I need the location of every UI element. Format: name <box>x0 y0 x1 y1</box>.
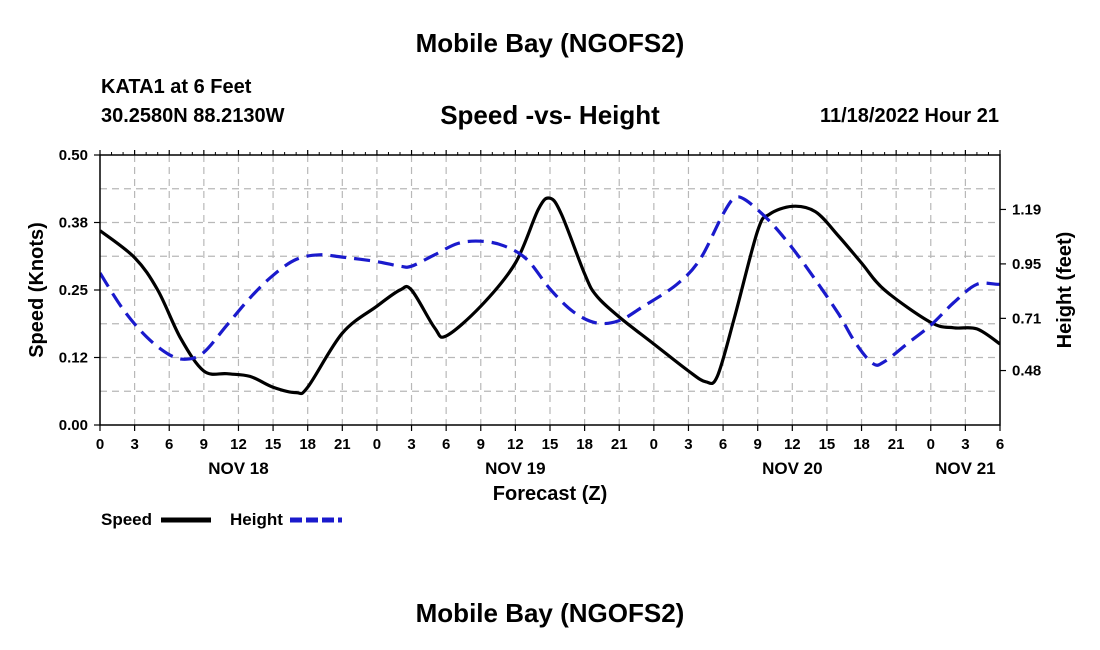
y-tick-label: 0.12 <box>59 350 88 367</box>
x-tick-label: 12 <box>784 436 801 453</box>
x-tick-label: 15 <box>819 436 836 453</box>
x-tick-label: 0 <box>650 436 658 453</box>
x-tick-label: 6 <box>719 436 727 453</box>
x-tick-label: 9 <box>754 436 762 453</box>
date-label: NOV 18 <box>208 459 268 478</box>
x-tick-label: 0 <box>96 436 104 453</box>
y-tick-label: 0.25 <box>59 282 88 299</box>
x-tick-label: 15 <box>542 436 559 453</box>
chart-title: Mobile Bay (NGOFS2) <box>415 28 685 58</box>
x-tick-label: 15 <box>265 436 282 453</box>
x-tick-label: 6 <box>442 436 450 453</box>
x-tick-label: 9 <box>200 436 208 453</box>
legend-label-height: Height <box>230 510 283 529</box>
y2-tick-label: 0.71 <box>1012 310 1041 327</box>
x-tick-label: 21 <box>888 436 905 453</box>
x-tick-label: 6 <box>996 436 1004 453</box>
legend: Speed Height <box>101 510 342 529</box>
x-tick-label: 18 <box>853 436 870 453</box>
y2-tick-label: 0.95 <box>1012 256 1041 273</box>
x-tick-label: 21 <box>611 436 628 453</box>
y2-tick-label: 1.19 <box>1012 201 1041 218</box>
y-axis-label-speed: Speed (Knots) <box>26 222 48 358</box>
y-tick-label: 0.38 <box>59 215 88 232</box>
x-tick-label: 3 <box>130 436 138 453</box>
x-axis-label: Forecast (Z) <box>493 483 607 505</box>
series-lines <box>100 195 1000 396</box>
date-label: NOV 20 <box>762 459 822 478</box>
date-label: NOV 19 <box>485 459 545 478</box>
y-tick-label: 0.00 <box>59 417 88 434</box>
x-tick-label: 18 <box>299 436 316 453</box>
x-tick-label: 21 <box>334 436 351 453</box>
x-tick-label: 9 <box>477 436 485 453</box>
forecast-timestamp: 11/18/2022 Hour 21 <box>819 105 999 127</box>
station-coordinates: 30.2580N 88.2130W <box>101 105 285 127</box>
x-tick-label: 3 <box>961 436 969 453</box>
y-tick-label: 0.50 <box>59 147 88 164</box>
y2-tick-label: 0.48 <box>1012 363 1041 380</box>
x-tick-label: 3 <box>684 436 692 453</box>
date-label: NOV 21 <box>935 459 995 478</box>
x-tick-label: 0 <box>927 436 935 453</box>
y-axis-label-height: Height (feet) <box>1054 232 1076 349</box>
chart-subtitle: Speed -vs- Height <box>440 100 660 130</box>
x-tick-label: 12 <box>230 436 247 453</box>
x-tick-label: 3 <box>407 436 415 453</box>
x-tick-label: 12 <box>507 436 524 453</box>
axes: 0 3 6 9 12 15 18 21 0 3 6 9 12 15 18 21 0 3 6 9 12 15 18 21 0 3 6N… <box>59 147 1041 478</box>
x-tick-label: 18 <box>576 436 593 453</box>
x-tick-label: 0 <box>373 436 381 453</box>
speed-series-line <box>100 196 1000 396</box>
height-series-line <box>100 195 1000 367</box>
footer-title: Mobile Bay (NGOFS2) <box>415 598 685 628</box>
legend-label-speed: Speed <box>101 510 152 529</box>
x-tick-label: 6 <box>165 436 173 453</box>
station-name: KATA1 at 6 Feet <box>101 76 252 98</box>
